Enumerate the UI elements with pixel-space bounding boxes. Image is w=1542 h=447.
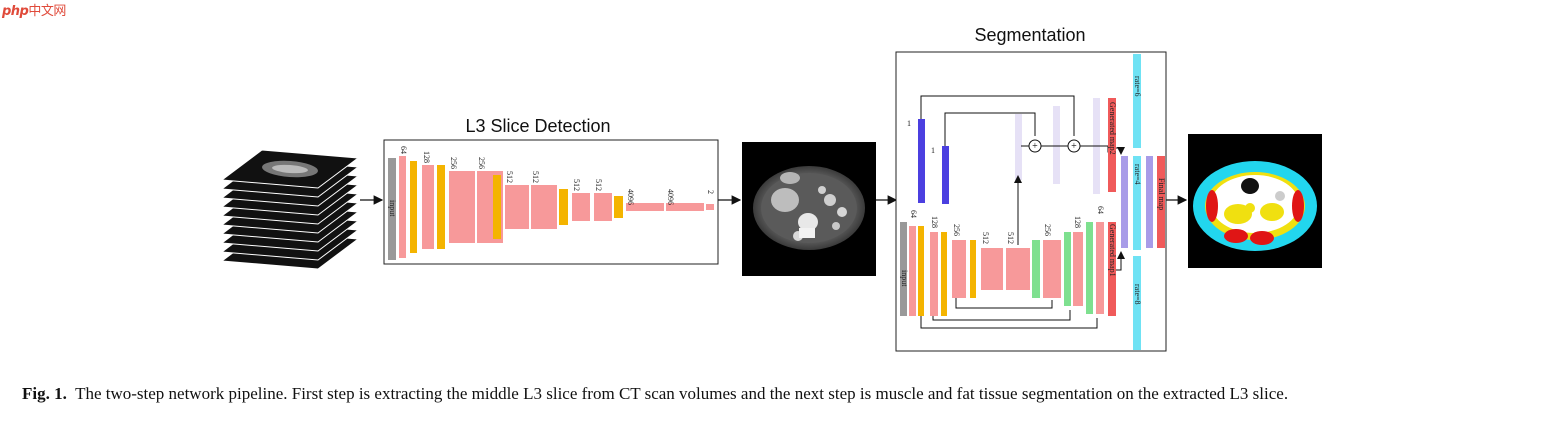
detection-network: input 64 128 256 256 512 512 512 512 4096 4096 2 (388, 146, 715, 260)
seg-encoder-label: 512 (981, 232, 990, 244)
seg-encoder-label: 512 (1006, 232, 1015, 244)
seg-decoder-label: 128 (1073, 216, 1082, 228)
det-channel-label: 512 (594, 179, 603, 191)
seg-rate-bar (1133, 256, 1141, 350)
seg-lavender-bar (1015, 114, 1022, 180)
seg-arrow (1116, 251, 1125, 271)
seg-generated-map1-label: Generated map1 (1108, 224, 1117, 277)
seg-conv-layer (952, 240, 966, 298)
seg-sum-node (1067, 139, 1081, 153)
seg-pool-layer (970, 240, 976, 298)
seg-skip-connection (955, 298, 1053, 309)
watermark-logo: php中文网 (2, 0, 66, 19)
seg-final-map-label: Final map (1157, 178, 1166, 210)
seg-conv-layer (1043, 240, 1061, 298)
segmentation-output-map (1188, 134, 1322, 268)
det-conv-layer (505, 185, 529, 229)
caption-label: Fig. 1. (22, 384, 67, 403)
det-conv-layer (666, 203, 704, 211)
seg-input-label: input (900, 270, 909, 287)
seg-aspp-bar (1121, 156, 1128, 248)
seg-input-layer (900, 222, 907, 316)
det-pool-layer (437, 165, 445, 249)
seg-rate-bar (1133, 54, 1141, 148)
ct-volume-stack (220, 149, 360, 270)
det-channel-label: 256 (449, 157, 458, 169)
seg-conv-layer (981, 248, 1003, 290)
watermark-site: 中文网 (28, 4, 66, 19)
seg-upsample-layer (1086, 222, 1093, 314)
seg-decoder-label: 64 (1096, 206, 1105, 214)
det-pool-layer (559, 189, 568, 225)
seg-rate-label: rate=6 (1133, 76, 1142, 97)
seg-sum-node (1028, 139, 1042, 153)
seg-top-branch-1 (918, 119, 925, 203)
seg-conv-layer (1096, 222, 1104, 314)
det-conv-layer (449, 171, 475, 243)
det-pool-layer (410, 161, 417, 253)
det-channel-label: 2 (706, 190, 715, 194)
det-channel-label: 128 (422, 151, 431, 163)
det-channel-label: 64 (399, 146, 408, 154)
figure-caption: Fig. 1. The two-step network pipeline. F… (22, 382, 1520, 406)
det-conv-layer (422, 165, 434, 249)
seg-top-branch-2 (942, 146, 949, 204)
pipeline-figure: L3 Slice Detection input 64 128 256 256 512 51… (220, 25, 1322, 352)
ct-slice-organ (272, 164, 308, 174)
seg-decoder-label: 256 (1043, 224, 1052, 236)
seg-top-label-2: 1 (931, 146, 935, 155)
seg-upsample-layer (1064, 232, 1071, 306)
segmentation-title: Segmentation (974, 25, 1085, 45)
det-channel-label: 4096 (626, 189, 635, 205)
seg-conv-layer (1006, 248, 1030, 290)
seg-conv-layer (930, 232, 938, 316)
seg-pool-layer (941, 232, 947, 316)
det-input-label: input (388, 200, 397, 217)
seg-rate-label: rate=4 (1133, 164, 1142, 185)
seg-rate-bar (1133, 156, 1141, 250)
det-input-layer (388, 158, 396, 260)
det-channel-label: 512 (572, 179, 581, 191)
seg-top-label-1: 1 (907, 119, 911, 128)
seg-arrow (1116, 147, 1125, 155)
seg-sum-sign: + (1032, 141, 1038, 152)
seg-upsample-layer (1032, 240, 1040, 298)
seg-encoder-label: 128 (930, 216, 939, 228)
det-channel-label: 256 (477, 157, 486, 169)
det-channel-label: 512 (505, 171, 514, 183)
seg-pool-layer (918, 226, 924, 316)
watermark-brand: php (2, 4, 29, 19)
seg-connection (944, 112, 1036, 146)
seg-encoder-label: 256 (952, 224, 961, 236)
det-channel-label: 512 (531, 171, 540, 183)
det-conv-layer (626, 203, 664, 211)
seg-conv-layer (909, 226, 916, 316)
segmentation-network: 1 1 + + input 64 128 256 512 512 256 128 64 Generated… (900, 54, 1166, 350)
ct-slice-layer (220, 149, 360, 189)
det-conv-layer (399, 156, 406, 258)
det-conv-layer (706, 204, 714, 210)
seg-skip-connection (920, 316, 1098, 329)
det-channel-label: 4096 (666, 189, 675, 205)
seg-generated-map2-label: Generated map2 (1108, 102, 1117, 155)
seg-generated-map2-bar (1108, 98, 1116, 192)
seg-lavender-bar (1053, 106, 1060, 184)
seg-connection (920, 95, 1075, 136)
seg-conv-layer (1073, 232, 1083, 306)
det-conv-layer (594, 193, 612, 221)
seg-sum-sign: + (1071, 141, 1077, 152)
seg-final-map-bar (1157, 156, 1165, 248)
seg-skip-connection (932, 310, 1071, 321)
det-pool-layer (493, 175, 501, 239)
seg-encoder-label: 64 (909, 210, 918, 218)
seg-rate-label: rate=8 (1133, 284, 1142, 305)
caption-text: The two-step network pipeline. First ste… (75, 384, 1289, 403)
seg-generated-map-bar (1108, 222, 1116, 316)
extracted-ct-slice (742, 142, 876, 276)
det-pool-layer (614, 196, 623, 218)
detection-title: L3 Slice Detection (465, 116, 610, 136)
seg-aspp-bar (1146, 156, 1153, 248)
det-conv-layer (572, 193, 590, 221)
det-conv-layer (531, 185, 557, 229)
